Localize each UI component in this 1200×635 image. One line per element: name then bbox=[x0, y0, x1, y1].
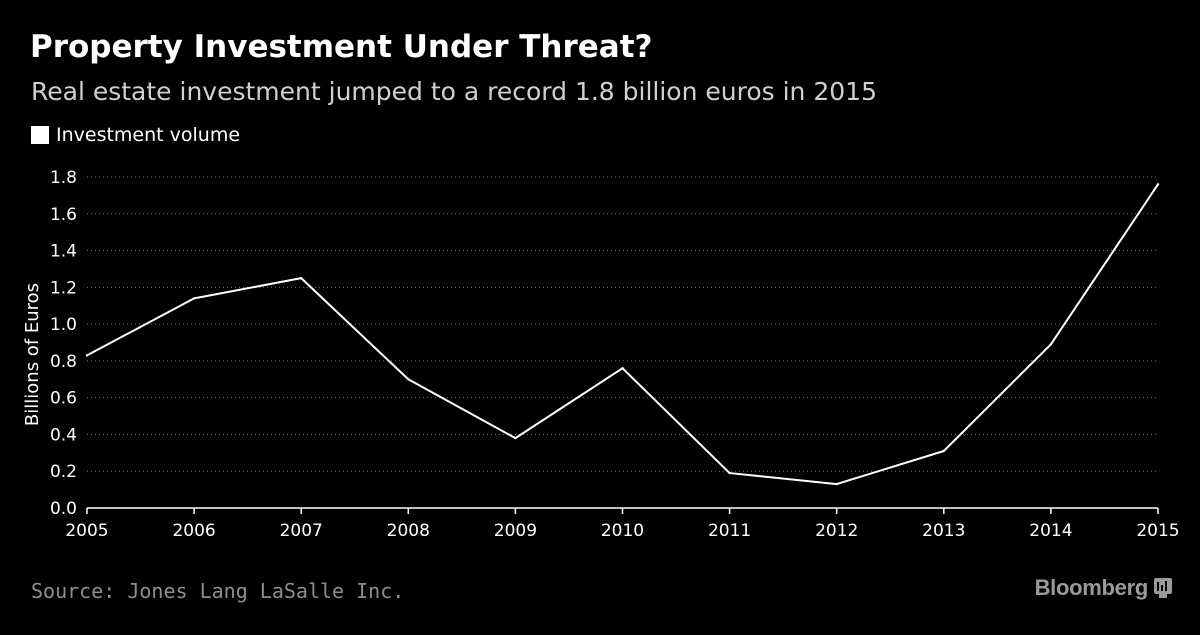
data-point bbox=[85, 354, 89, 357]
y-tick-label: 1.2 bbox=[50, 278, 77, 298]
legend: Investment volume bbox=[31, 124, 240, 146]
data-point bbox=[407, 378, 410, 381]
y-tick-label: 0.8 bbox=[50, 352, 77, 372]
data-point bbox=[514, 436, 517, 440]
y-tick-label: 0.4 bbox=[50, 425, 77, 445]
legend-label: Investment volume bbox=[56, 124, 241, 146]
x-tick-label: 2013 bbox=[922, 521, 965, 541]
y-tick-label: 1.4 bbox=[50, 242, 77, 262]
x-tick-label: 2011 bbox=[708, 521, 751, 541]
data-point bbox=[835, 482, 838, 486]
x-tick-label: 2012 bbox=[815, 521, 858, 541]
y-tick-label: 1.0 bbox=[50, 315, 77, 335]
x-tick-label: 2006 bbox=[172, 521, 215, 541]
x-tick-label: 2010 bbox=[601, 521, 644, 541]
x-tick-label: 2014 bbox=[1029, 521, 1072, 541]
chart-title: Property Investment Under Threat? bbox=[30, 29, 653, 65]
source-note: Source: Jones Lang LaSalle Inc. bbox=[31, 579, 405, 603]
x-tick-label: 2015 bbox=[1136, 521, 1179, 541]
chart-subtitle: Real estate investment jumped to a recor… bbox=[31, 77, 877, 106]
y-axis-title: Billions of Euros bbox=[22, 283, 43, 426]
x-tick-label: 2007 bbox=[280, 521, 323, 541]
y-tick-label: 0.0 bbox=[50, 499, 77, 519]
data-point bbox=[300, 276, 303, 280]
bloomberg-terminal-icon bbox=[1154, 578, 1172, 598]
brand-name: Bloomberg bbox=[1034, 575, 1149, 600]
series-line bbox=[86, 183, 1159, 486]
y-tick-label: 1.6 bbox=[50, 205, 77, 225]
data-point bbox=[192, 297, 196, 300]
x-tick-label: 2005 bbox=[65, 521, 108, 541]
data-point bbox=[942, 449, 945, 453]
data-point bbox=[1049, 343, 1053, 346]
data-point bbox=[1156, 183, 1160, 186]
x-tick-label: 2009 bbox=[494, 521, 537, 541]
y-tick-label: 1.8 bbox=[50, 168, 77, 188]
x-tick-label: 2008 bbox=[387, 521, 430, 541]
y-tick-label: 0.6 bbox=[50, 389, 77, 409]
brand-logo: Bloomberg bbox=[1035, 575, 1172, 601]
y-tick-label: 0.2 bbox=[50, 462, 77, 482]
legend-swatch bbox=[31, 126, 49, 144]
data-point bbox=[621, 367, 624, 370]
data-point bbox=[728, 471, 731, 475]
